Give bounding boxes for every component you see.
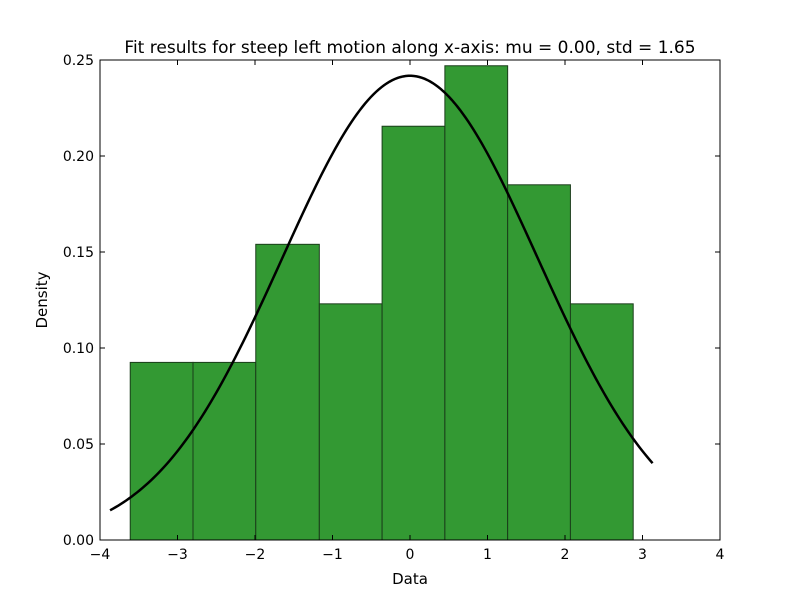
y-tick-label: 0.10 bbox=[63, 341, 94, 357]
histogram-bar-1 bbox=[129, 361, 194, 541]
axis-ticks: −4 −3 −2 −1 0 1 2 3 4 0.00 0.05 0.10 0.15 0.20 0.25 bbox=[63, 53, 725, 563]
x-tick-label: 0 bbox=[406, 547, 415, 563]
y-tick-label: 0.15 bbox=[63, 245, 94, 261]
x-tick-label: 3 bbox=[638, 547, 647, 563]
x-tick-label: −2 bbox=[245, 547, 266, 563]
x-tick-label: 2 bbox=[561, 547, 570, 563]
y-tick-label: 0.00 bbox=[63, 533, 94, 549]
histogram-bars bbox=[129, 65, 634, 541]
x-tick-label: 4 bbox=[716, 547, 725, 563]
y-tick-label: 0.05 bbox=[63, 437, 94, 453]
y-tick-label: 0.25 bbox=[63, 53, 94, 69]
x-tick-label: 1 bbox=[483, 547, 492, 563]
histogram-bar-3 bbox=[255, 243, 320, 541]
x-tick-label: −3 bbox=[167, 547, 188, 563]
histogram-bar-8 bbox=[569, 303, 634, 541]
y-tick-label: 0.20 bbox=[63, 149, 94, 165]
x-tick-label: −1 bbox=[322, 547, 343, 563]
x-tick-label: −4 bbox=[90, 547, 111, 563]
histogram-bar-2 bbox=[192, 361, 257, 541]
x-axis-label: Data bbox=[392, 570, 428, 588]
histogram-bar-4 bbox=[318, 303, 383, 541]
histogram-bar-7 bbox=[507, 184, 571, 541]
chart-title: Fit results for steep left motion along … bbox=[124, 38, 695, 58]
y-axis-label: Density bbox=[33, 271, 51, 328]
histogram-bar-5 bbox=[381, 125, 446, 541]
fit-curve bbox=[109, 74, 654, 512]
histogram-bar-6 bbox=[444, 65, 509, 541]
